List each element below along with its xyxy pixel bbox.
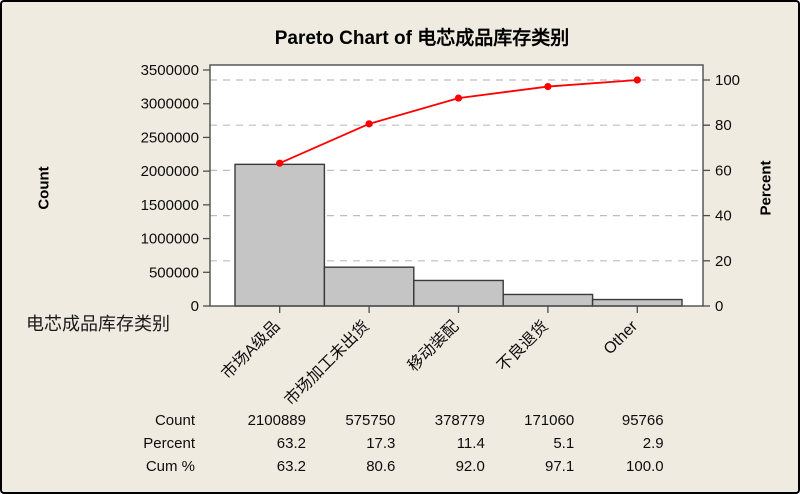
category-label: 市场加工未出货: [281, 317, 373, 409]
stats-cell: 17.3: [366, 435, 396, 452]
stats-cell: 80.6: [366, 458, 396, 475]
stats-row-label: Count: [154, 412, 195, 429]
left-tick-label: 2500000: [141, 129, 199, 146]
left-tick-label: 0: [191, 298, 199, 315]
stats-cell: 5.1: [553, 435, 575, 452]
stats-cell: 95766: [621, 412, 664, 429]
left-tick-label: 3000000: [141, 96, 199, 113]
pareto-bar[interactable]: [323, 266, 415, 307]
right-tick-label: 80: [715, 117, 732, 134]
cumulative-marker[interactable]: [276, 159, 284, 167]
left-tick-label: 500000: [149, 264, 199, 281]
right-tick-label: 0: [715, 298, 723, 315]
left-tick-label: 2000000: [141, 163, 199, 180]
stats-cell: 171060: [524, 412, 575, 429]
cumulative-marker[interactable]: [365, 120, 373, 128]
category-label: Other: [601, 317, 642, 358]
stats-cell: 2100889: [247, 412, 306, 429]
right-tick-label: 100: [715, 72, 740, 89]
x-axis-title: 电芯成品库存类别: [26, 314, 170, 334]
left-axis-title: Count: [35, 166, 53, 210]
cumulative-marker[interactable]: [454, 94, 463, 102]
stats-cell: 63.2: [276, 458, 306, 475]
stats-cell: 2.9: [642, 435, 664, 452]
stats-cell: 97.1: [544, 458, 575, 475]
stats-row-label: Cum %: [145, 458, 195, 475]
pareto-bar[interactable]: [502, 293, 594, 307]
stats-cell: 92.0: [455, 458, 485, 475]
right-tick-label: 60: [715, 162, 732, 179]
cumulative-marker[interactable]: [544, 82, 552, 91]
category-label: 移动装配: [404, 317, 462, 375]
left-tick-label: 3500000: [141, 62, 199, 79]
pareto-bar[interactable]: [413, 279, 504, 307]
stats-cell: 378779: [434, 412, 485, 429]
left-tick-label: 1000000: [141, 231, 199, 248]
category-label: 不良退货: [494, 317, 552, 375]
pareto-bar[interactable]: [591, 298, 683, 307]
right-tick-label: 20: [715, 253, 732, 270]
chart-title: Pareto Chart of 电芯成品库存类别: [274, 28, 570, 49]
stats-cell: 63.2: [276, 435, 306, 452]
pareto-bar[interactable]: [234, 163, 326, 307]
cumulative-marker[interactable]: [633, 76, 641, 84]
plot-frame: [209, 64, 704, 307]
stats-cell: 100.0: [626, 458, 664, 475]
category-label: 市场A级品: [218, 317, 284, 383]
right-tick-label: 40: [715, 208, 732, 225]
stats-cell: 575750: [345, 412, 396, 429]
right-axis-title: Percent: [757, 160, 775, 216]
stats-cell: 11.4: [456, 435, 485, 452]
stats-row-label: Percent: [143, 435, 195, 452]
left-tick-label: 1500000: [141, 197, 199, 214]
